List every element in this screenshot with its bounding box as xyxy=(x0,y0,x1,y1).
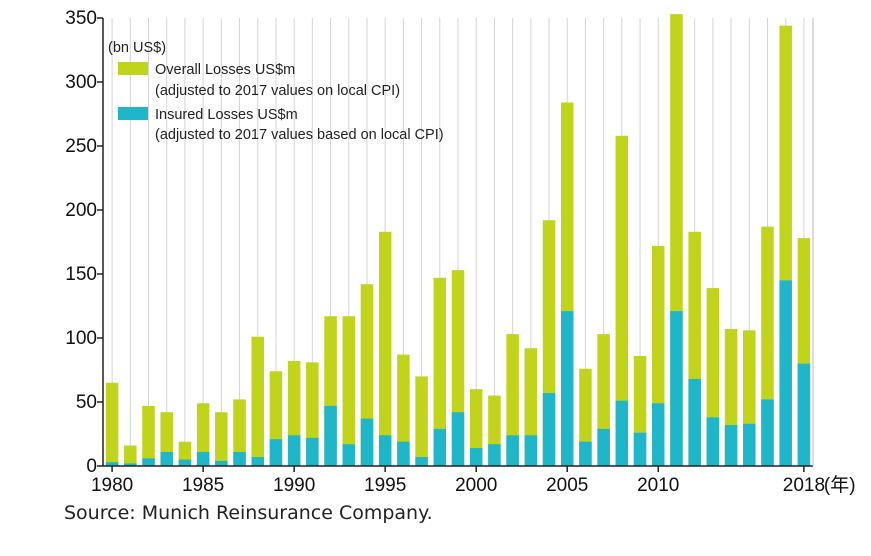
legend-swatch-overall xyxy=(118,62,148,75)
bar-overall xyxy=(506,334,519,466)
legend-swatch-insured xyxy=(118,107,148,120)
bar-insured xyxy=(506,435,519,466)
bar-insured xyxy=(160,451,173,466)
bar-insured xyxy=(706,417,720,466)
bar-insured xyxy=(597,428,610,466)
x-tick-label: 2000 xyxy=(455,475,497,496)
bar-insured xyxy=(124,463,137,466)
bar-overall xyxy=(105,382,119,466)
bar-insured xyxy=(378,435,392,466)
bar-insured xyxy=(724,425,738,466)
bar-overall xyxy=(469,389,483,466)
bar-insured xyxy=(524,435,538,466)
y-tick-label: 100 xyxy=(65,328,97,349)
bar-insured xyxy=(579,441,592,466)
y-tick-label: 350 xyxy=(65,8,97,29)
bar-insured xyxy=(142,458,155,466)
bar-overall xyxy=(378,231,392,466)
bar-insured xyxy=(797,363,811,466)
y-tick-label: 50 xyxy=(76,392,97,413)
y-tick-label: 150 xyxy=(65,264,97,285)
bar-insured xyxy=(743,423,756,466)
legend: (bn US$) Overall Losses US$m (adjusted t… xyxy=(108,40,444,143)
x-tick-label: 2018 xyxy=(783,475,825,496)
x-tick-label: 1980 xyxy=(91,475,133,496)
bar-insured xyxy=(105,462,119,466)
y-tick-label: 250 xyxy=(65,136,97,157)
bar-insured xyxy=(342,444,356,466)
bar-insured xyxy=(415,457,428,466)
bar-insured xyxy=(287,435,301,466)
y-axis-ticks: 0 50 100 150 200 250 300 350 xyxy=(65,8,103,477)
bar-insured xyxy=(779,280,792,466)
bar-overall xyxy=(342,316,356,466)
bar-insured xyxy=(615,400,629,466)
bar-insured xyxy=(306,437,319,466)
bar-insured xyxy=(269,439,283,466)
bar-overall xyxy=(142,405,155,466)
bar-insured xyxy=(433,428,447,466)
x-axis-ticks: 1980 1985 1990 1995 2000 2005 2010 2018(年) xyxy=(91,466,856,496)
y-tick-label: 0 xyxy=(86,456,97,477)
bar-insured xyxy=(178,459,192,466)
axes xyxy=(102,18,814,467)
bar-insured xyxy=(488,444,501,466)
unit-label: (bn US$) xyxy=(108,40,166,56)
bar-overall xyxy=(124,445,137,466)
bar-overall xyxy=(433,277,447,466)
y-tick-label: 200 xyxy=(65,200,97,221)
x-tick-label: 1995 xyxy=(364,475,406,496)
legend-label-insured: Insured Losses US$m xyxy=(155,107,298,123)
bar-insured xyxy=(469,448,483,466)
x-tick-label: 2010 xyxy=(637,475,679,496)
bar-overall xyxy=(615,135,629,466)
bar-insured xyxy=(542,393,556,466)
bar-insured xyxy=(688,378,701,466)
y-tick-label: 300 xyxy=(65,72,97,93)
bar-overall xyxy=(196,403,210,466)
x-tick-label: 2005 xyxy=(546,475,588,496)
bar-insured xyxy=(633,432,647,466)
bar-insured xyxy=(397,441,410,466)
bar-insured xyxy=(215,460,228,466)
bar-insured xyxy=(251,457,264,466)
bar-insured xyxy=(670,311,683,466)
bar-overall xyxy=(415,376,428,466)
bar-insured xyxy=(652,403,665,466)
bar-overall xyxy=(215,412,228,466)
x-tick-label: 1990 xyxy=(273,475,315,496)
insured-losses-bars xyxy=(105,280,811,466)
bar-insured xyxy=(761,399,774,466)
bar-insured xyxy=(196,451,210,466)
bar-insured xyxy=(233,451,246,466)
bar-overall xyxy=(251,336,264,466)
legend-label-overall-note: (adjusted to 2017 values on local CPI) xyxy=(155,83,400,99)
source-note: Source: Munich Reinsurance Company. xyxy=(64,502,433,524)
bar-insured xyxy=(360,418,374,466)
x-tick-label: 1985 xyxy=(182,475,224,496)
bar-insured xyxy=(324,405,337,466)
bar-overall xyxy=(233,399,246,466)
x-axis-unit: (年) xyxy=(824,474,856,496)
legend-label-insured-note: (adjusted to 2017 values based on local … xyxy=(155,127,444,143)
bar-overall xyxy=(397,354,410,466)
bar-insured xyxy=(560,311,574,466)
bar-insured xyxy=(451,412,465,466)
legend-label-overall: Overall Losses US$m xyxy=(155,62,295,78)
